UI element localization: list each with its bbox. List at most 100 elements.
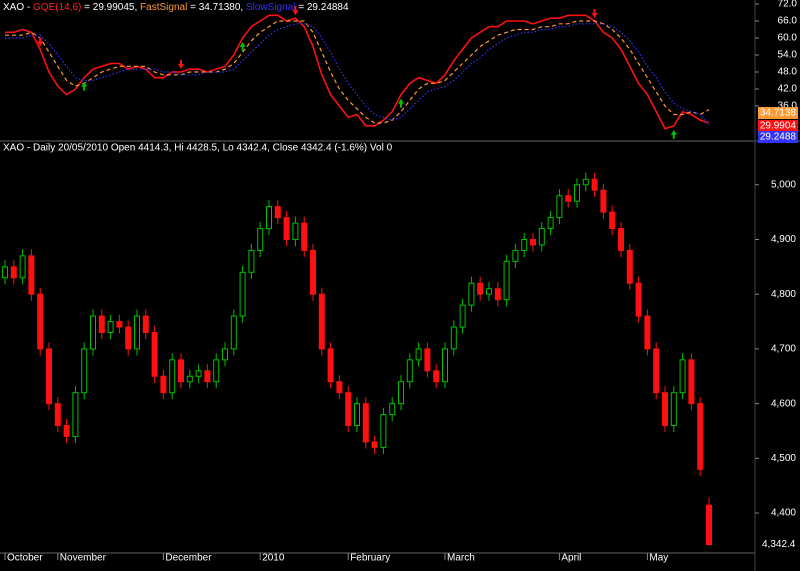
candle-body [310, 249, 316, 295]
candle-body [107, 321, 114, 334]
candle-body [635, 282, 642, 317]
candle-body [380, 414, 387, 448]
x-tick-label: March [447, 553, 475, 564]
y-tick-label: 4,600 [771, 398, 796, 409]
candle-body [125, 326, 132, 350]
candle-body [204, 370, 211, 383]
header-part: GQE(14,6) [33, 2, 81, 13]
candle-body [556, 195, 563, 219]
candle-body [28, 255, 35, 295]
y-tick-label: 4,700 [771, 344, 796, 355]
candle-body [521, 238, 528, 251]
candle-body [565, 195, 572, 202]
x-tick-label: November [60, 553, 107, 564]
header-part: XAO - [3, 2, 33, 13]
candle-body [688, 359, 695, 405]
candle-body [266, 206, 272, 230]
y-tick-label: 4,800 [771, 289, 796, 300]
candle-body [618, 228, 624, 251]
y-tick-label: 36.0 [778, 101, 798, 112]
candle-body [301, 222, 308, 251]
candle-body [186, 375, 193, 383]
candle-body [2, 266, 8, 279]
price-title: XAO - Daily 20/05/2010 Open 4414.3, Hi 4… [3, 143, 393, 154]
indicator-line [5, 14, 710, 130]
candle-body [538, 228, 545, 246]
candle-body [600, 189, 607, 213]
candle-body [494, 288, 501, 301]
candle-body [582, 178, 589, 186]
candle-body [169, 359, 176, 394]
y-tick-label: 60.0 [778, 33, 798, 44]
candle-body [354, 403, 360, 427]
candle-body [10, 266, 17, 279]
candle-body [327, 348, 334, 383]
signal-arrow [239, 42, 246, 51]
y-tick-label: 4,400 [771, 508, 796, 519]
candle-body [697, 403, 704, 470]
candle-body [222, 348, 228, 361]
candle-body [609, 211, 616, 230]
y-tick-label: 48.0 [778, 67, 798, 78]
candle-body [239, 271, 246, 317]
candle-body [591, 178, 598, 191]
candle-body [230, 315, 237, 350]
x-tick-label: December [165, 553, 212, 564]
candle-body [644, 315, 651, 350]
candle-body [503, 260, 510, 301]
candle-body [415, 348, 422, 361]
last-value-badge [758, 131, 798, 143]
last-price-label: 4,342.4 [762, 539, 796, 550]
signal-arrow [670, 129, 677, 139]
candle-body [547, 217, 554, 230]
candle-body [274, 206, 281, 219]
candle-body [318, 293, 325, 350]
x-tick-label: October [7, 553, 43, 564]
header-part: SlowSignal [246, 2, 295, 13]
candle-body [512, 249, 519, 262]
last-value-label: 29.2488 [760, 132, 797, 143]
signal-arrow [81, 81, 88, 91]
indicator-line [5, 20, 710, 124]
signal-arrow [591, 9, 598, 18]
candle-body [72, 392, 79, 437]
candle-body [81, 348, 88, 394]
candle-body [90, 315, 96, 350]
candle-body [283, 217, 290, 240]
candle-body [486, 288, 492, 295]
candle-body [406, 359, 413, 383]
x-tick-label: April [561, 553, 581, 564]
candle-body [19, 255, 26, 279]
y-tick-label: 4,500 [771, 453, 796, 464]
candle-body [142, 315, 149, 334]
last-value-badge [758, 107, 798, 119]
candle-body [706, 504, 712, 546]
candle-body [336, 381, 343, 394]
candle-body [98, 315, 105, 334]
indicator-header: XAO - GQE(14,6) = 29.99045, FastSignal =… [3, 2, 349, 13]
candle-body [37, 293, 44, 350]
candle-body [670, 392, 677, 427]
header-part: = 34.71380, [187, 2, 246, 13]
signal-arrow [292, 6, 299, 16]
x-tick-label: 2010 [262, 553, 285, 564]
y-tick-label: 54.0 [778, 50, 798, 61]
candle-body [653, 348, 660, 394]
candle-body [679, 359, 686, 394]
candle-body [134, 315, 140, 350]
candle-body [248, 249, 255, 273]
candle-body [574, 184, 580, 202]
candle-body [442, 348, 448, 383]
candle-body [160, 375, 167, 394]
last-value-label: 29.9904 [760, 121, 797, 132]
y-tick-label: 4,900 [771, 234, 796, 245]
header-part: FastSignal [140, 2, 187, 13]
signal-arrow [398, 98, 404, 108]
candle-body [345, 392, 352, 427]
header-part: = 29.24884 [295, 2, 349, 13]
x-tick-label: February [350, 553, 390, 564]
candle-body [195, 370, 202, 377]
candle-body [116, 321, 123, 328]
